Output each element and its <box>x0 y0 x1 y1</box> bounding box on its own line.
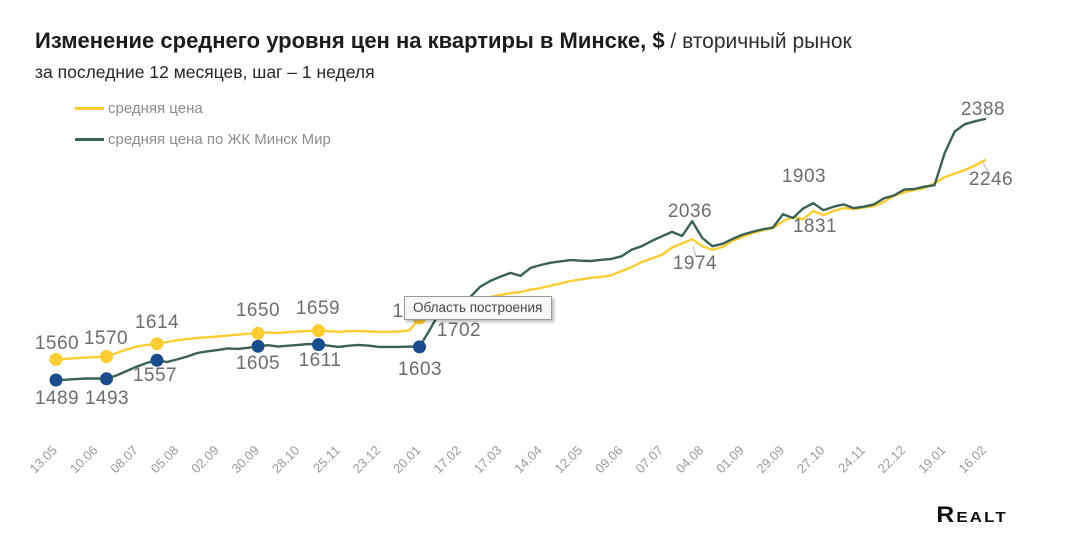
label-leader-line <box>982 162 991 175</box>
x-axis-tick-label: 08.07 <box>107 443 141 477</box>
series-line-minsk-mir <box>54 117 987 382</box>
data-value-label: 1603 <box>398 359 442 380</box>
legend-item-minsk-mir: средняя цена по ЖК Минск Мир <box>75 130 331 148</box>
plot-area-tooltip: Область построения <box>404 296 553 320</box>
label-leader-line <box>692 245 697 258</box>
data-value-label: 2036 <box>668 201 712 222</box>
x-axis-tick-label: 25.11 <box>310 443 343 476</box>
data-value-label: 1557 <box>133 365 177 386</box>
data-value-label: 2246 <box>969 169 1013 190</box>
chart-title-market-type: вторичный рынок <box>682 30 852 53</box>
data-value-label: 1605 <box>236 353 280 374</box>
series-line-avg-price <box>54 158 987 361</box>
data-point-marker-avg-price <box>312 324 325 338</box>
legend-label-minsk-mir: средняя цена по ЖК Минск Мир <box>108 130 331 148</box>
x-axis-tick-label: 19.01 <box>915 443 949 477</box>
data-value-label: 1489 <box>35 388 79 409</box>
data-value-label: 1650 <box>236 300 280 321</box>
x-axis-tick-label: 17.02 <box>430 443 464 477</box>
x-axis-tick-label: 28.10 <box>269 443 303 477</box>
x-axis-tick-label: 12.05 <box>552 443 586 477</box>
x-axis-tick-label: 29.09 <box>754 443 788 477</box>
data-value-label: 1 <box>392 301 403 322</box>
data-value-label: 1831 <box>793 216 837 237</box>
data-value-label: 1974 <box>673 253 717 274</box>
data-point-marker-minsk-mir <box>100 372 113 386</box>
data-point-marker-avg-price <box>150 337 164 351</box>
x-axis-tick-label: 24.11 <box>835 443 868 476</box>
x-axis-tick-label: 30.09 <box>229 443 263 477</box>
legend-swatch-avg-price <box>75 106 104 110</box>
x-axis-tick-label: 22.12 <box>875 443 909 477</box>
x-axis-tick-label: 20.01 <box>390 443 424 477</box>
data-point-marker-minsk-mir <box>150 353 164 367</box>
data-point-marker-avg-price <box>251 326 265 340</box>
x-axis-tick-label: 14.04 <box>511 443 545 477</box>
data-value-label: 1560 <box>35 333 79 354</box>
data-value-label: 1614 <box>135 312 179 333</box>
x-axis-tick-label: 17.03 <box>471 443 505 477</box>
x-axis-tick-label: 16.02 <box>956 443 990 477</box>
data-point-marker-minsk-mir <box>49 373 63 387</box>
data-value-label: 1659 <box>296 298 340 319</box>
data-value-label: 1493 <box>85 388 129 409</box>
legend-label-avg-price: средняя цена <box>108 99 203 117</box>
legend-swatch-minsk-mir <box>75 137 104 141</box>
x-axis-tick-label: 23.12 <box>350 443 384 477</box>
data-value-label: 1702 <box>437 320 481 341</box>
data-point-marker-avg-price <box>49 352 63 366</box>
x-axis-tick-label: 01.09 <box>713 443 747 477</box>
x-axis-tick-label: 09.06 <box>592 443 626 477</box>
data-value-label: 1611 <box>299 350 342 371</box>
data-point-marker-minsk-mir <box>413 340 426 354</box>
x-axis-tick-label: 02.09 <box>188 443 222 477</box>
x-axis-tick-label: 05.08 <box>148 443 182 477</box>
x-axis-tick-label: 27.10 <box>794 443 828 477</box>
data-value-label: 2388 <box>961 99 1005 120</box>
data-point-marker-minsk-mir <box>312 338 325 352</box>
x-axis-tick-label: 10.06 <box>67 443 101 477</box>
x-axis-tick-label: 07.07 <box>632 443 666 477</box>
data-value-label: 1570 <box>84 328 128 349</box>
realt-logo: Realt <box>936 502 1008 527</box>
x-axis-tick-label: 04.08 <box>673 443 707 477</box>
x-axis-tick-label: 13.05 <box>27 443 61 477</box>
chart-title: Изменение среднего уровня цен на квартир… <box>35 28 852 54</box>
chart-subtitle: за последние 12 месяцев, шаг – 1 неделя <box>35 62 375 82</box>
legend-item-avg-price: средняя цена <box>75 99 203 117</box>
chart-title-main: Изменение среднего уровня цен на квартир… <box>35 28 665 53</box>
data-value-label: 1903 <box>782 166 826 187</box>
data-point-marker-minsk-mir <box>251 339 265 353</box>
data-point-marker-avg-price <box>100 350 113 363</box>
title-separator: / <box>664 30 683 53</box>
